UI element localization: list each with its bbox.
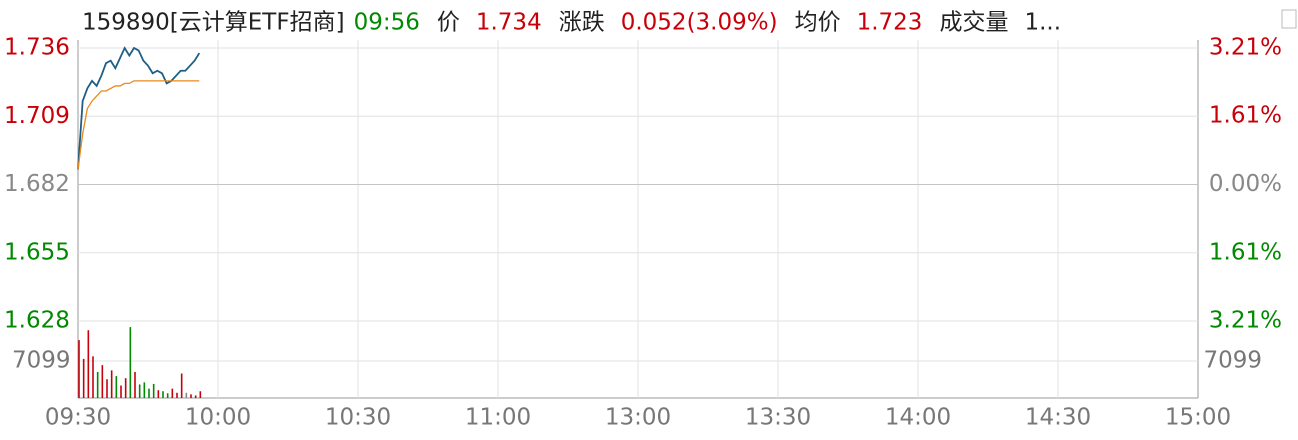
price-line (77, 46, 201, 170)
header: 159890[云计算ETF招商] 09:56 价 1.734 涨跌 0.052(3.09%… (82, 10, 1061, 36)
header-title: 159890[云计算ETF招商] (82, 10, 345, 36)
y-tick-label: 1.736 (4, 35, 70, 61)
y-tick-label: 1.682 (4, 171, 70, 197)
x-tick-label: 09:30 (45, 405, 111, 431)
info-label: 均价 (795, 10, 841, 36)
x-tick-label: 10:30 (325, 405, 391, 431)
y2-tick-label: 1.61% (1209, 103, 1282, 129)
y-tick-label: 1.709 (4, 103, 70, 129)
info-value: 0.052(3.09%) (621, 10, 778, 36)
y2-tick-label: 3.21% (1209, 35, 1282, 61)
x-tick-label: 15:00 (1165, 405, 1231, 431)
info-value: 1.723 (857, 10, 923, 36)
volume-tick-label: 7099 (12, 347, 71, 373)
y2-tick-label: 3.21% (1209, 308, 1282, 334)
x-tick-label: 13:30 (745, 405, 811, 431)
info-label: 价 (437, 10, 460, 36)
volume-tick-label: 7099 (1203, 347, 1262, 373)
y-tick-label: 1.655 (4, 239, 70, 265)
info-label: 涨跌 (559, 10, 605, 36)
y2-tick-label: 0.00% (1209, 171, 1282, 197)
info-label: 成交量 (939, 10, 1008, 36)
corner-icon[interactable] (1281, 9, 1297, 29)
header-time: 09:56 (354, 10, 420, 36)
x-tick-label: 10:00 (185, 405, 251, 431)
info-value: 1.734 (476, 10, 542, 36)
info-value: 1... (1024, 10, 1061, 36)
price-line (77, 80, 200, 170)
y-tick-label: 1.628 (4, 308, 70, 334)
x-tick-label: 11:00 (465, 405, 531, 431)
x-tick-label: 14:00 (885, 405, 951, 431)
y2-tick-label: 1.61% (1209, 239, 1282, 265)
x-tick-label: 14:30 (1025, 405, 1091, 431)
x-tick-label: 13:00 (605, 405, 671, 431)
